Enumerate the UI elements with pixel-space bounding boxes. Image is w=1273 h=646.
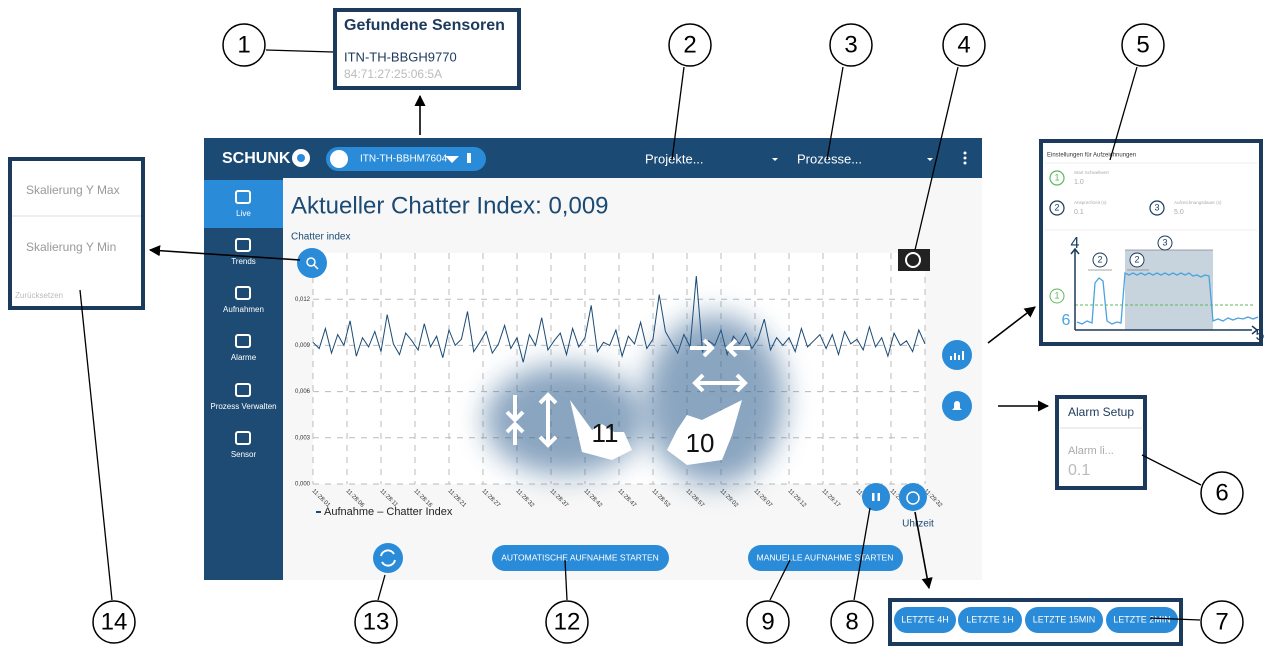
alarm-setup: Alarm Setup Alarm li... 0.1 [1057,397,1145,488]
callout-number: 12 [554,608,581,635]
time-range-label: LETZTE 2MIN [1113,614,1171,624]
diagram-label: 4 [1071,235,1080,252]
callout-leader [266,50,333,52]
setting-number: 3 [1154,202,1159,212]
callout-number: 5 [1136,31,1149,58]
callout-number: 6 [1215,479,1228,506]
pinch-gesture-vertical [485,365,645,475]
y-tick-label: 0,000 [295,482,311,488]
gesture-number: 10 [686,428,715,458]
scale-y-min[interactable]: Skalierung Y Min [26,240,116,254]
gesture-number: 11 [592,418,619,448]
snapshot-button[interactable] [898,249,930,271]
pinch-gesture-horizontal [645,315,785,485]
y-tick-label: 0,003 [295,435,311,441]
setting-value: 0.1 [1074,209,1084,216]
alarm-setup-title: Alarm Setup [1068,405,1134,419]
scale-y-max[interactable]: Skalierung Y Max [26,183,120,197]
time-range-button[interactable]: LETZTE 15MIN [1025,607,1103,633]
diagram-label: 5 [1256,327,1265,344]
menu-button[interactable] [964,152,967,165]
recording-settings: Einstellungen für Aufzeichnungen 1 Start … [1041,141,1265,344]
time-range-label: LETZTE 1H [966,614,1014,624]
legend-label: Aufnahme – Chatter Index [324,506,453,518]
chart-title: Chatter index [291,232,350,243]
heading: Aktueller Chatter Index: 0,009 [291,192,609,219]
callout-number: 3 [844,31,857,58]
y-tick-label: 0,012 [295,297,311,303]
sidebar-label: Sensor [231,450,257,459]
recording-settings-title: Einstellungen für Aufzeichnungen [1047,153,1136,159]
refresh-button[interactable] [373,543,403,573]
processes-label: Prozesse... [797,151,862,166]
callout-number: 14 [101,608,128,635]
sidebar-label: Live [236,209,251,218]
scaling-menu: Skalierung Y Max Skalierung Y Min Zurück… [10,159,143,308]
diagram-label: 6 [1062,312,1071,329]
time-range-button[interactable]: LETZTE 1H [958,607,1022,633]
diagram-label: 2 [1097,254,1102,264]
manual-recording-button[interactable]: MANUELLE AUFNAHME STARTEN [748,545,903,571]
diagram-label: 3 [1162,237,1167,247]
callout-leader [1142,455,1201,485]
scale-reset[interactable]: Zurücksetzen [15,291,63,300]
alarm-limit-label: Alarm li... [1068,445,1114,457]
top-bar [204,138,982,178]
manual-recording-label: MANUELLE AUFNAHME STARTEN [757,552,894,562]
callout-number: 1 [237,31,250,58]
auto-recording-label: AUTOMATISCHE AUFNAHME STARTEN [501,552,659,562]
setting-label: Aufzeichnungsdauer (s) [1174,200,1222,205]
setting-value: 1.0 [1074,179,1084,186]
alarm-limit-value: 0.1 [1068,462,1090,479]
callout-number: 4 [957,31,970,58]
sensor-mac: 84:71:27:25:06:5A [344,67,442,81]
brand: SCHUNK [222,150,291,167]
callout-number: 2 [683,31,696,58]
sidebar-label: Prozess Verwalten [210,402,276,411]
alarm-fab[interactable] [942,391,972,421]
setting-number: 2 [1054,202,1059,212]
diagram-label: 1 [1054,290,1059,300]
y-tick-label: 0,009 [295,343,311,349]
sensor-pill[interactable]: ITN-TH-BBHM7604 [326,147,486,171]
brand-logo-dot [297,154,305,162]
callout-number: 9 [761,608,774,635]
found-sensors-title: Gefundene Sensoren [344,17,505,34]
y-tick-label: 0,006 [295,389,311,395]
screenshot: Gefundene Sensoren ITN-TH-BBGH9770 84:71… [0,0,1273,646]
auto-recording-button[interactable]: AUTOMATISCHE AUFNAHME STARTEN [492,545,669,571]
pause-button[interactable] [862,483,890,511]
setting-value: 5.0 [1174,209,1184,216]
sidebar-label: Alarme [231,353,257,362]
callout-number: 7 [1215,608,1228,635]
callout-leader [80,290,112,600]
sensor-name: ITN-TH-BBGH9770 [344,49,457,64]
time-range-label: LETZTE 4H [901,614,949,624]
sensor-pill-label: ITN-TH-BBHM7604 [360,154,448,165]
time-range-button[interactable]: LETZTE 4H [894,607,956,633]
sidebar-label: Trends [231,257,256,266]
callout-number: 8 [845,608,858,635]
sidebar-label: Aufnahmen [223,305,264,314]
setting-number: 1 [1054,172,1059,182]
setting-label: Ansprechzeit (s) [1074,200,1107,205]
setting-label: Start Schwellwert [1074,170,1110,175]
diagram-label: 2 [1134,254,1139,264]
page: Gefundene Sensoren ITN-TH-BBGH9770 84:71… [0,0,1273,646]
time-range-button[interactable]: LETZTE 2MIN [1106,607,1178,633]
trends-fab[interactable] [942,340,972,370]
time-range-label: LETZTE 15MIN [1033,614,1096,624]
zoom-button[interactable] [297,248,327,278]
callout-number: 13 [363,608,390,635]
found-sensors-box: Gefundene Sensoren ITN-TH-BBGH9770 84:71… [335,10,519,88]
projects-label: Projekte... [645,151,704,166]
